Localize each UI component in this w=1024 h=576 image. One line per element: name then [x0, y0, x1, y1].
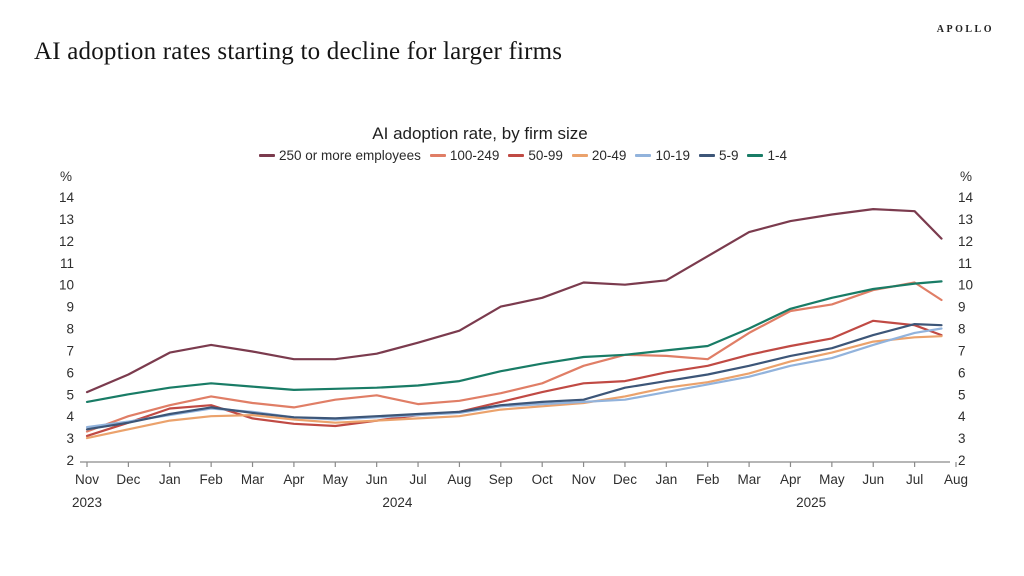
chart-legend: 250 or more employees 100-249 50-99 20-49 10…: [0, 148, 1024, 163]
legend-item: 1-4: [747, 148, 787, 163]
x-axis-month-label: Oct: [532, 472, 553, 487]
y-axis-tick-label-left: 6: [66, 365, 74, 380]
series-line: [85, 335, 943, 440]
legend-label: 5-9: [718, 148, 739, 163]
x-axis-month-label: Jun: [366, 472, 388, 487]
apollo-wordmark: APOLLO: [936, 24, 994, 35]
x-axis-month-label: Jun: [862, 472, 884, 487]
x-axis-month-label: Aug: [944, 472, 968, 487]
y-axis-tick-label-left: 14: [59, 190, 75, 205]
chart-title: AI adoption rate, by firm size: [372, 124, 588, 143]
legend-swatch-icon: [747, 154, 764, 157]
y-axis-tick-label-left: 9: [66, 300, 74, 315]
legend-swatch-icon: [259, 154, 275, 157]
y-axis-tick-label-right: 13: [958, 212, 973, 227]
series-line: [85, 319, 943, 437]
y-axis-tick-label-left: 8: [66, 322, 74, 337]
legend-item: 100-249: [429, 148, 500, 163]
x-axis-month-label: Jul: [906, 472, 923, 487]
x-axis-year-label: 2023: [72, 495, 102, 510]
legend-item: 5-9: [698, 148, 739, 163]
legend-item: 50-99: [508, 148, 563, 163]
legend-swatch-icon: [508, 154, 525, 157]
y-axis-tick-label-right: 9: [958, 300, 966, 315]
y-axis-tick-label-right: 5: [958, 387, 966, 402]
y-axis-tick-label-left: 3: [66, 431, 74, 446]
y-axis-unit-right: %: [960, 169, 972, 184]
legend-label: 10-19: [655, 148, 690, 163]
y-axis-tick-label-right: 7: [958, 343, 966, 358]
legend-item: 250 or more employees: [259, 148, 421, 163]
series-line: [85, 208, 943, 394]
legend-swatch-icon: [429, 154, 446, 157]
legend-swatch-icon: [571, 154, 588, 157]
x-axis-year-label: 2025: [796, 495, 826, 510]
y-axis-tick-label-right: 10: [958, 278, 973, 293]
x-axis-month-label: Feb: [696, 472, 719, 487]
y-axis-tick-label-right: 6: [958, 365, 966, 380]
x-axis-month-label: Dec: [116, 472, 140, 487]
x-axis-month-label: Mar: [737, 472, 761, 487]
x-axis-month-label: Nov: [572, 472, 596, 487]
series-line: [85, 280, 943, 403]
x-axis-month-label: Jan: [655, 472, 677, 487]
series-line: [85, 281, 943, 433]
legend-label: 100-249: [449, 148, 500, 163]
series-line: [85, 323, 943, 431]
x-axis-month-label: Apr: [283, 472, 305, 487]
legend-label: 50-99: [528, 148, 563, 163]
y-axis-tick-label-right: 8: [958, 322, 966, 337]
y-axis-tick-label-left: 11: [60, 256, 74, 271]
x-axis-month-label: Nov: [75, 472, 99, 487]
x-axis-month-label: Dec: [613, 472, 637, 487]
y-axis-tick-label-right: 4: [958, 409, 966, 424]
x-axis-year-label: 2024: [382, 495, 413, 510]
x-axis-month-label: Sep: [489, 472, 513, 487]
y-axis-tick-label-right: 11: [958, 256, 972, 271]
x-axis-month-label: Jul: [409, 472, 426, 487]
page-title: AI adoption rates starting to decline fo…: [34, 38, 563, 65]
x-axis-month-label: Aug: [447, 472, 471, 487]
x-axis-month-label: Apr: [780, 472, 802, 487]
x-axis-month-label: Feb: [200, 472, 223, 487]
legend-label: 250 or more employees: [279, 148, 421, 163]
legend-item: 10-19: [635, 148, 690, 163]
y-axis-tick-label-left: 2: [66, 453, 74, 468]
x-axis-month-label: May: [819, 472, 845, 487]
legend-swatch-icon: [698, 154, 715, 157]
y-axis-tick-label-right: 12: [958, 234, 973, 249]
y-axis-tick-label-left: 4: [66, 409, 74, 424]
legend-swatch-icon: [635, 154, 652, 157]
y-axis-tick-label-left: 13: [59, 212, 74, 227]
y-axis-tick-label-left: 7: [66, 343, 74, 358]
y-axis-tick-label-left: 12: [59, 234, 74, 249]
x-axis-month-label: May: [323, 472, 349, 487]
x-axis-month-label: Mar: [241, 472, 265, 487]
legend-label: 1-4: [767, 148, 787, 163]
legend-item: 20-49: [571, 148, 627, 163]
y-axis-tick-label-left: 5: [66, 387, 74, 402]
y-axis-unit-left: %: [60, 169, 72, 184]
y-axis-tick-label-right: 2: [958, 453, 966, 468]
y-axis-tick-label-right: 14: [958, 190, 974, 205]
y-axis-tick-label-right: 3: [958, 431, 966, 446]
x-axis-month-label: Jan: [159, 472, 181, 487]
legend-label: 20-49: [591, 148, 627, 163]
y-axis-tick-label-left: 10: [59, 278, 74, 293]
series-line: [85, 327, 943, 429]
